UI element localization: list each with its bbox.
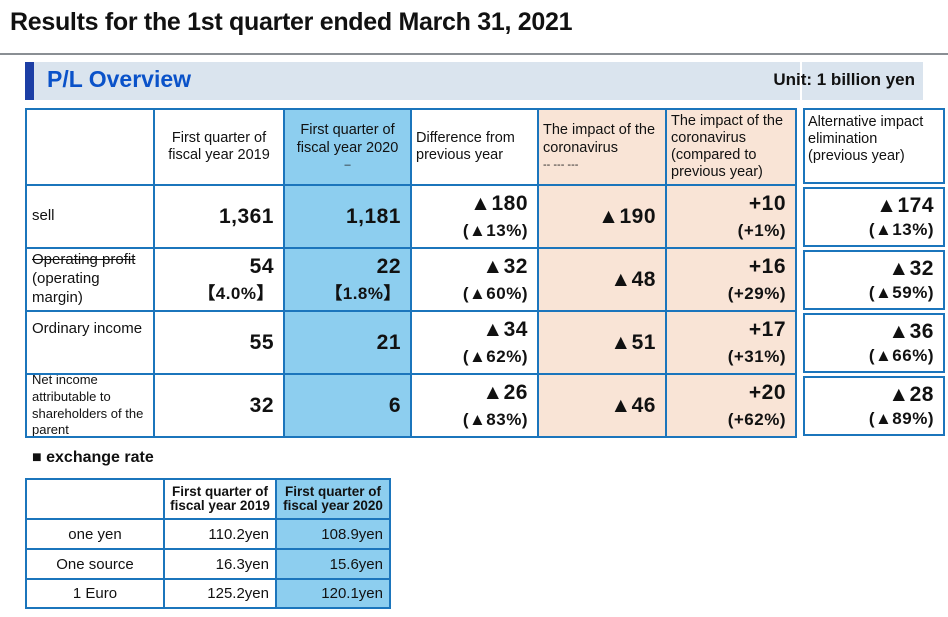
ex-cell-yuan-fq2020: 15.6yen: [277, 550, 391, 580]
unit-label: Unit: 1 billion yen: [773, 70, 915, 89]
alt-impact-column: Alternative impact elimination (previous…: [803, 108, 945, 436]
ex-row-label-yuan: One source: [27, 550, 165, 580]
cell-sell-alt: ▲174 (▲13%): [803, 187, 945, 247]
col-header-fq2020-note: –: [344, 158, 351, 171]
ex-row-label-dollar: one yen: [27, 520, 165, 550]
col-header-fq2020-label: First quarter of fiscal year 2020: [296, 122, 399, 156]
pl-table: First quarter of fiscal year 2019 First …: [25, 108, 797, 438]
col-header-alt: Alternative impact elimination (previous…: [803, 108, 945, 184]
row-label-ordinary-income: Ordinary income: [27, 312, 155, 375]
cell-sell-fq2019: 1,361: [155, 186, 285, 249]
cell-ord-alt: ▲36 (▲66%): [803, 313, 945, 373]
col-header-impact-yoy: The impact of the coronavirus (compared …: [667, 110, 797, 186]
cell-op-fq2020: 22 【1.8%】: [285, 249, 412, 312]
cell-op-impact: ▲48: [539, 249, 667, 312]
square-bullet-icon: ■: [32, 449, 42, 466]
band-divider: [800, 62, 802, 100]
cell-op-impact-yoy: +16 (+29%): [667, 249, 797, 312]
ex-cell-euro-fq2019: 125.2yen: [165, 580, 277, 609]
exchange-rate-table: First quarter of fiscal year 2019 First …: [25, 478, 391, 609]
cell-ord-fq2019: 55: [155, 312, 285, 375]
cell-ord-fq2020: 21: [285, 312, 412, 375]
cell-net-alt: ▲28 (▲89%): [803, 376, 945, 436]
section-header-band: P/L Overview Unit: 1 billion yen: [25, 62, 923, 100]
page-title: Results for the 1st quarter ended March …: [10, 8, 573, 36]
cell-net-fq2019: 32: [155, 375, 285, 438]
corner-cell: [27, 110, 155, 186]
cell-sell-fq2020: 1,181: [285, 186, 412, 249]
ex-cell-yuan-fq2019: 16.3yen: [165, 550, 277, 580]
cell-sell-diff: ▲180 (▲13%): [412, 186, 539, 249]
cell-ord-impact-yoy: +17 (+31%): [667, 312, 797, 375]
exchange-rate-heading: ■ exchange rate: [32, 449, 154, 467]
col-header-impact-note: -- --- ---: [543, 158, 579, 171]
cell-net-fq2020: 6: [285, 375, 412, 438]
cell-ord-impact: ▲51: [539, 312, 667, 375]
col-header-fq2020: First quarter of fiscal year 2020 –: [285, 110, 412, 186]
cell-op-fq2019: 54 【4.0%】: [155, 249, 285, 312]
row-label-sell: sell: [27, 186, 155, 249]
cell-op-diff: ▲32 (▲60%): [412, 249, 539, 312]
cell-sell-impact-yoy: +10 (+1%): [667, 186, 797, 249]
cell-net-impact: ▲46: [539, 375, 667, 438]
row-label-operating-profit: Operating profit (operating margin): [27, 249, 155, 312]
col-header-fq2019: First quarter of fiscal year 2019: [155, 110, 285, 186]
cell-net-impact-yoy: +20 (+62%): [667, 375, 797, 438]
ex-cell-dollar-fq2019: 110.2yen: [165, 520, 277, 550]
cell-sell-impact: ▲190: [539, 186, 667, 249]
title-divider: [0, 53, 948, 55]
exchange-rate-heading-label: exchange rate: [41, 449, 154, 466]
ex-cell-euro-fq2020: 120.1yen: [277, 580, 391, 609]
accent-bar: [25, 62, 34, 100]
ex-col-header-fq2019: First quarter of fiscal year 2019: [165, 480, 277, 520]
col-header-impact: The impact of the coronavirus -- --- ---: [539, 110, 667, 186]
ex-corner-cell: [27, 480, 165, 520]
cell-net-diff: ▲26 (▲83%): [412, 375, 539, 438]
ex-row-label-euro: 1 Euro: [27, 580, 165, 609]
cell-op-alt: ▲32 (▲59%): [803, 250, 945, 310]
col-header-difference: Difference from previous year: [412, 110, 539, 186]
row-label-net-income: Net income attributable to shareholders …: [27, 375, 155, 438]
col-header-impact-label: The impact of the coronavirus: [543, 122, 656, 156]
section-title: P/L Overview: [47, 66, 192, 92]
ex-col-header-fq2020: First quarter of fiscal year 2020: [277, 480, 391, 520]
ex-cell-dollar-fq2020: 108.9yen: [277, 520, 391, 550]
cell-ord-diff: ▲34 (▲62%): [412, 312, 539, 375]
